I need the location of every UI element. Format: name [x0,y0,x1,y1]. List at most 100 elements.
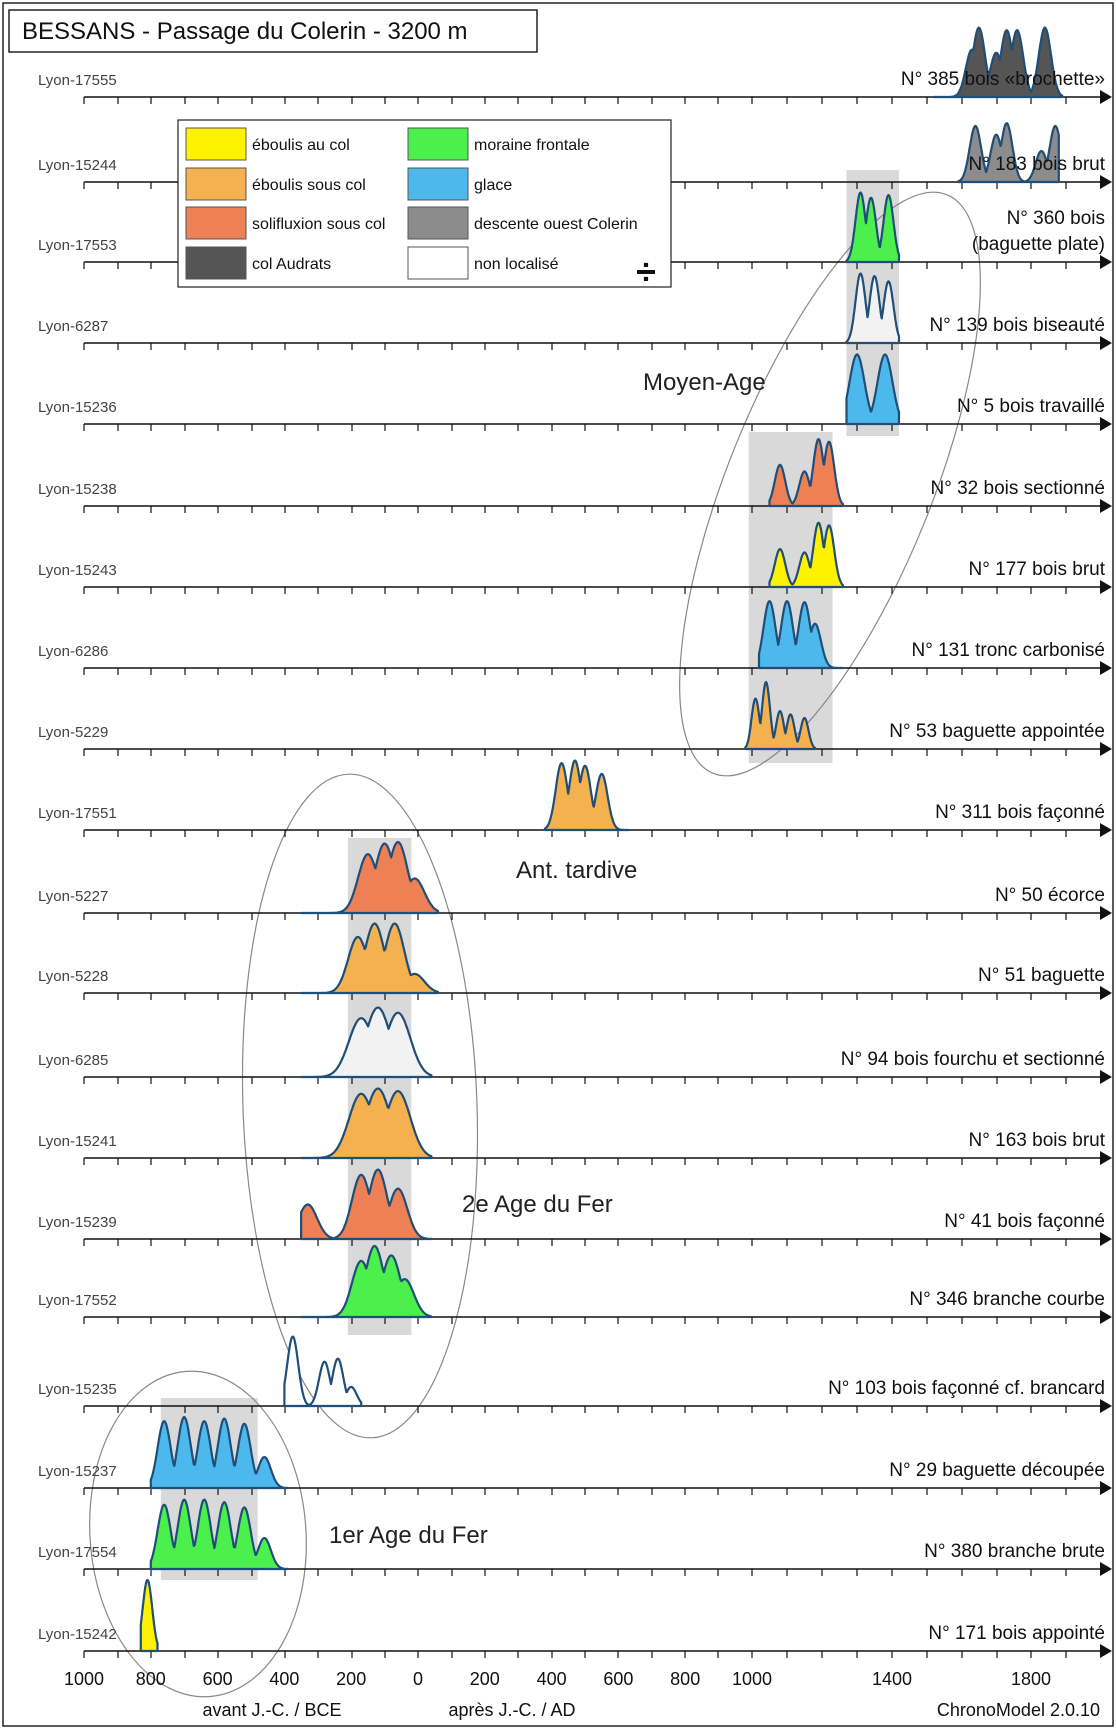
sample-id: Lyon-6286 [38,643,108,660]
sample-row: Lyon-15241 N° 163 bois brut [38,1087,1112,1165]
sample-id: Lyon-15244 [38,157,117,174]
sample-row: Lyon-15235 N° 103 bois façonné cf. branca… [38,1335,1112,1413]
sample-description: N° 50 écorce [995,885,1105,906]
x-tick-label: 800 [136,1669,166,1689]
sample-row: Lyon-6285 N° 94 bois fourchu et sectionné [38,1006,1112,1084]
row-arrowhead [1100,742,1112,756]
period-ellipse [679,191,981,777]
sample-description: N° 131 tronc carbonisé [912,640,1105,661]
density-curve [300,840,440,915]
sample-row: Lyon-17551 N° 311 bois façonné [38,759,1112,837]
row-arrowhead [1100,823,1112,837]
sample-description: (baguette plate) [972,234,1105,255]
x-tick-label: 1000 [64,1669,104,1689]
legend-label: non localisé [474,256,559,273]
sample-description: N° 183 bois brut [969,154,1106,175]
legend-swatch [407,167,469,201]
sample-row: Lyon-15236 N° 5 bois travaillé [38,353,1112,431]
sample-description: N° 41 bois façonné [944,1211,1105,1232]
legend-swatch [407,206,469,240]
row-arrowhead [1100,90,1112,104]
period-label: Ant. tardive [516,857,637,884]
sample-row: Lyon-17555 N° 385 bois «brochette» [38,26,1112,104]
sample-description: N° 53 baguette appointée [889,721,1105,742]
legend-swatch [407,127,469,161]
sample-id: Lyon-6287 [38,318,108,335]
legend-swatch [185,206,247,240]
sample-id: Lyon-17551 [38,805,117,822]
legend-label: descente ouest Colerin [474,216,638,233]
sample-id: Lyon-15241 [38,1133,117,1150]
density-curve [768,438,845,508]
period-labels: Moyen-Age Ant. tardive 2e Age du Fer 1er Ag… [329,369,766,1549]
x-tick-label: 200 [470,1669,500,1689]
legend-item: non localisé [407,246,559,280]
x-tick-label: 200 [336,1669,366,1689]
legend: éboulis au col moraine frontale éboulis so… [177,119,672,292]
row-arrowhead [1100,986,1112,1000]
legend-label: solifluxion sous col [252,216,385,233]
period-label: 2e Age du Fer [462,1191,613,1218]
legend-swatch [185,127,247,161]
sample-id: Lyon-15236 [38,399,117,416]
sample-id: Lyon-15238 [38,481,117,498]
sample-description: N° 360 bois [1007,208,1105,229]
period-ellipses [89,191,981,1698]
legend-label: col Audrats [252,256,331,273]
x-tick-label: 600 [603,1669,633,1689]
legend-label: éboulis sous col [252,177,366,194]
row-arrowhead [1100,1481,1112,1495]
row-arrowhead [1100,1151,1112,1165]
row-arrowhead [1100,1399,1112,1413]
density-curve [543,759,630,832]
sample-rows: Lyon-17555 N° 385 bois «brochette» Lyon-15… [38,26,1112,1658]
sample-id: Lyon-5229 [38,724,108,741]
x-axis: 1000 800 600 400 200 0 200 400 600 800 1000 1400 180… [64,1669,1051,1720]
sample-id: Lyon-5228 [38,968,108,985]
sample-description: N° 385 bois «brochette» [901,69,1105,90]
row-arrowhead [1100,1310,1112,1324]
density-curve [139,1578,159,1653]
x-caption-bce: avant J.-C. / BCE [202,1700,341,1720]
row-arrowhead [1100,1070,1112,1084]
row-arrowhead [1100,1562,1112,1576]
row-arrowhead [1100,661,1112,675]
period-ellipse [89,1370,307,1698]
sample-description: N° 29 baguette découpée [889,1460,1105,1481]
software-credit: ChronoModel 2.0.10 [937,1700,1100,1720]
sample-description: N° 5 bois travaillé [957,396,1105,417]
sample-description: N° 32 bois sectionné [931,478,1105,499]
density-curve [845,353,901,426]
row-arrowhead [1100,1644,1112,1658]
period-label: Moyen-Age [643,369,766,396]
x-tick-label: 600 [203,1669,233,1689]
sample-id: Lyon-5227 [38,888,108,905]
row-arrowhead [1100,1232,1112,1246]
legend-item: col Audrats [185,246,331,280]
sample-description: N° 380 branche brute [924,1541,1105,1562]
sample-row: Lyon-15237 N° 29 baguette découpée [38,1415,1112,1495]
row-arrowhead [1100,336,1112,350]
sample-id: Lyon-6285 [38,1052,108,1069]
sample-row: Lyon-17554 N° 380 branche brute [38,1498,1112,1576]
sample-description: N° 171 bois appointé [928,1623,1105,1644]
sample-description: N° 311 bois façonné [935,802,1105,823]
row-arrowhead [1100,580,1112,594]
sample-row: Lyon-15243 N° 177 bois brut [38,521,1112,594]
x-tick-label: 1800 [1011,1669,1051,1689]
sample-id: Lyon-17552 [38,1292,117,1309]
sample-description: N° 51 baguette [978,965,1105,986]
legend-label: moraine frontale [474,137,590,154]
sample-row: Lyon-15242 N° 171 bois appointé [38,1578,1112,1658]
x-tick-label: 800 [670,1669,700,1689]
x-tick-label: 1400 [872,1669,912,1689]
sample-description: N° 103 bois façonné cf. brancard [828,1378,1105,1399]
sample-id: Lyon-15235 [38,1381,117,1398]
x-tick-label: 1000 [732,1669,772,1689]
x-tick-label: 400 [269,1669,299,1689]
row-arrowhead [1100,906,1112,920]
sample-row: Lyon-15238 N° 32 bois sectionné [38,438,1112,513]
legend-item: éboulis au col [185,127,350,161]
sample-row: Lyon-5228 N° 51 baguette [38,922,1112,1000]
legend-item: moraine frontale [407,127,590,161]
